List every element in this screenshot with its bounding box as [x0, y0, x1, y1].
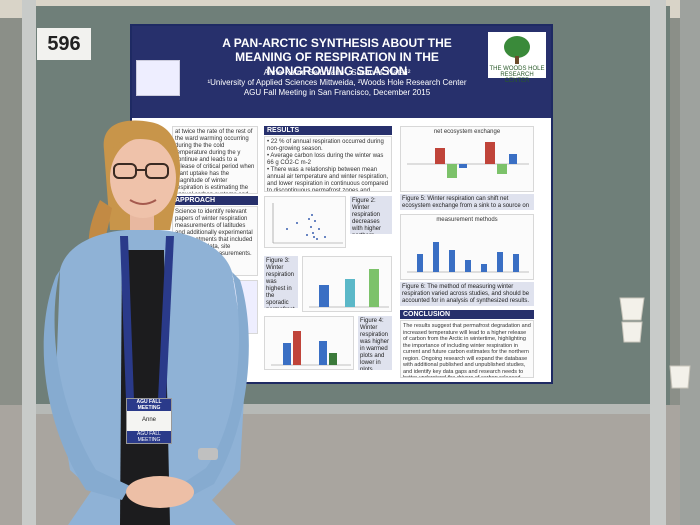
warming-treatment-bars [271, 331, 351, 366]
badge-name: Anne [141, 417, 156, 423]
figure-3-caption: Figure 3: Winter respiration was highest… [264, 256, 298, 308]
badge-header: AGU FALL MEETING [127, 399, 171, 411]
right-frame-post [650, 0, 666, 525]
left-frame-post [22, 0, 36, 525]
poster-header: A PAN-ARCTIC SYNTHESIS ABOUT THE MEANING… [132, 26, 551, 118]
university-logo [136, 60, 180, 96]
tree-trunk [515, 56, 519, 64]
lanyard-left [120, 236, 134, 400]
watch-icon [198, 448, 218, 460]
smile [129, 199, 157, 205]
figure-2-caption: Figure 2: Winter respiration decreases w… [350, 196, 392, 234]
figure-6-chart-title: measurement methods [436, 217, 498, 223]
glasses-icon [113, 163, 169, 179]
right-arm [176, 272, 249, 500]
hair-front [108, 135, 178, 160]
neighbor-board-post [680, 0, 700, 525]
figure-6-chart: measurement methods [400, 214, 534, 280]
results-box: • 22 % of annual respiration occurred du… [264, 136, 392, 192]
lanyard-right [158, 236, 174, 400]
conclusion-box: The results suggest that permafrost degr… [400, 320, 534, 378]
authors-line: Anne-Katrin Selbmann¹, Susan M. Natali² [263, 68, 411, 77]
poster-authors: Anne-Katrin Selbmann¹, Susan M. Natali² … [202, 68, 472, 98]
figure-1-scatter [264, 196, 346, 248]
figure-5-caption: Figure 5: Winter respiration can shift n… [400, 194, 534, 210]
permafrost-zone-bars [309, 269, 389, 308]
latitude-scatter-plot [272, 203, 343, 244]
intro-box: at twice the rate of the rest of the war… [172, 126, 258, 194]
results-heading: RESULTS [264, 126, 392, 135]
meeting-line: AGU Fall Meeting in San Francisco, Decem… [243, 88, 431, 97]
badge-footer: AGU FALL MEETING [127, 431, 171, 443]
tree-icon [504, 36, 530, 58]
measurement-method-bars [407, 242, 529, 273]
board-rail [30, 404, 650, 414]
black-top [120, 250, 170, 525]
approach-heading: APPROACH [172, 196, 258, 205]
figure-6-caption: Figure 6: The method of measuring winter… [400, 282, 534, 306]
figure-3-chart [302, 256, 392, 312]
hands [126, 476, 194, 508]
paper-cups [619, 297, 691, 389]
name-badge: AGU FALL MEETING Anne AGU FALL MEETING [126, 398, 172, 444]
figure-5-chart-title: net ecosystem exchange [433, 129, 501, 135]
whrc-logo-text: THE WOODS HOLE RESEARCH CENTER [489, 66, 545, 84]
left-arm [43, 270, 131, 500]
net-ecosystem-bars [407, 142, 529, 178]
booth-number-tag: 596 [37, 28, 91, 60]
poster-title: A PAN-ARCTIC SYNTHESIS ABOUT THE MEANING… [222, 36, 452, 78]
figure-5-chart: net ecosystem exchange [400, 126, 534, 192]
face [110, 138, 176, 218]
affiliation-line: ¹University of Applied Sciences Mittweid… [207, 78, 467, 87]
research-poster: A PAN-ARCTIC SYNTHESIS ABOUT THE MEANING… [130, 24, 553, 384]
whrc-logo: THE WOODS HOLE RESEARCH CENTER [488, 32, 546, 84]
figure-4-caption: Figure 4: Winter respiration was higher … [358, 316, 392, 370]
conclusion-heading: CONCLUSION [400, 310, 534, 319]
figure-4-chart [264, 316, 354, 370]
